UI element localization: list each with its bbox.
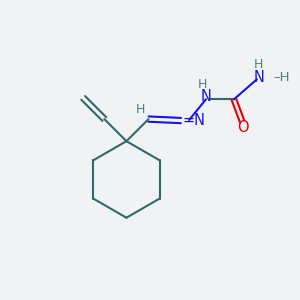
- Text: –H: –H: [273, 71, 290, 84]
- Text: O: O: [238, 120, 249, 135]
- Text: H: H: [254, 58, 263, 70]
- Text: N: N: [200, 89, 211, 104]
- Text: H: H: [198, 77, 207, 91]
- Text: N: N: [254, 70, 265, 85]
- Text: H: H: [136, 103, 145, 116]
- Text: =N: =N: [183, 113, 206, 128]
